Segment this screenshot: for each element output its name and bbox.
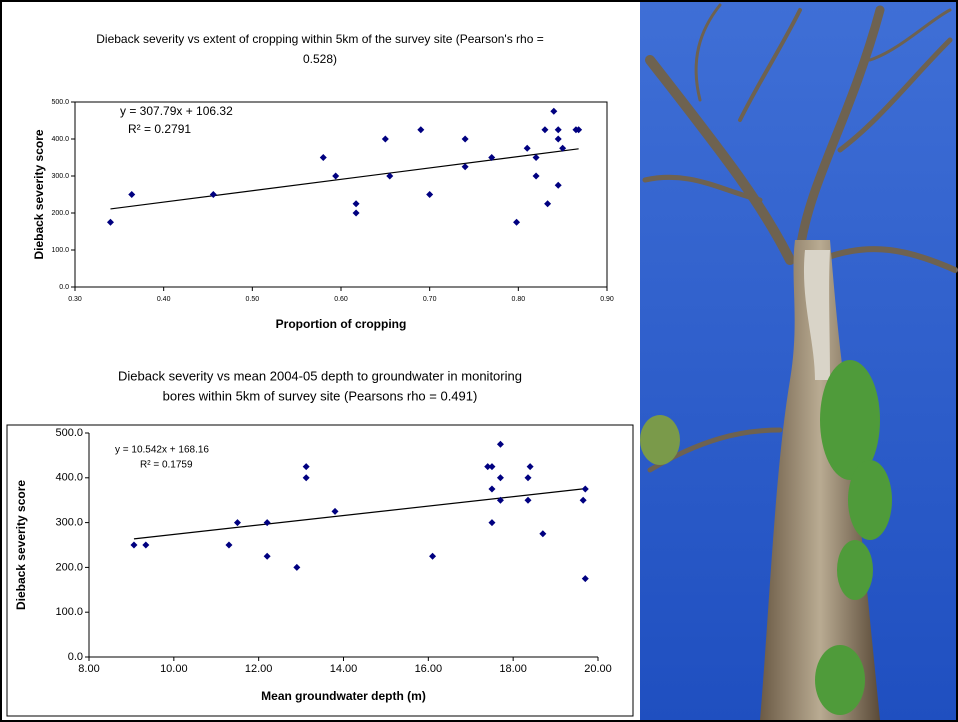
x-tick-label: 0.70 bbox=[423, 296, 437, 303]
y-tick-label: 0.0 bbox=[68, 651, 83, 663]
x-axis-label: Proportion of cropping bbox=[276, 317, 407, 331]
r-squared: R² = 0.2791 bbox=[128, 122, 191, 136]
y-axis-label: Dieback severity score bbox=[14, 480, 28, 610]
y-tick-label: 400.0 bbox=[55, 472, 83, 484]
x-tick-label: 18.00 bbox=[499, 663, 527, 675]
x-tick-label: 10.00 bbox=[160, 663, 188, 675]
chart-title: Dieback severity vs extent of cropping w… bbox=[96, 32, 544, 46]
r-squared: R² = 0.1759 bbox=[140, 460, 193, 471]
y-tick-label: 300.0 bbox=[51, 173, 69, 180]
chart-title: bores within 5km of survey site (Pearson… bbox=[163, 388, 478, 403]
tree-photo bbox=[640, 2, 956, 720]
x-tick-label: 8.00 bbox=[78, 663, 99, 675]
chart-title: 0.528) bbox=[303, 52, 337, 66]
x-tick-label: 0.80 bbox=[512, 296, 526, 303]
chart-title: Dieback severity vs mean 2004-05 depth t… bbox=[118, 368, 522, 383]
trendline-equation: y = 10.542x + 168.16 bbox=[115, 445, 209, 456]
x-tick-label: 20.00 bbox=[584, 663, 612, 675]
x-tick-label: 0.40 bbox=[157, 296, 171, 303]
y-axis-label: Dieback severity score bbox=[32, 129, 46, 259]
x-tick-label: 12.00 bbox=[245, 663, 273, 675]
x-tick-label: 0.50 bbox=[246, 296, 260, 303]
x-tick-label: 0.90 bbox=[600, 296, 614, 303]
y-tick-label: 200.0 bbox=[51, 210, 69, 217]
page: Dieback severity vs extent of cropping w… bbox=[0, 0, 958, 722]
y-tick-label: 300.0 bbox=[55, 517, 83, 529]
x-tick-label: 16.00 bbox=[415, 663, 443, 675]
y-tick-label: 0.0 bbox=[59, 284, 69, 291]
trendline-equation: y = 307.79x + 106.32 bbox=[120, 104, 233, 118]
y-tick-label: 200.0 bbox=[55, 561, 83, 573]
y-tick-label: 100.0 bbox=[51, 247, 69, 254]
slide: Dieback severity vs extent of cropping w… bbox=[0, 0, 958, 722]
x-tick-label: 14.00 bbox=[330, 663, 358, 675]
x-tick-label: 0.30 bbox=[68, 296, 82, 303]
x-axis-label: Mean groundwater depth (m) bbox=[261, 689, 426, 703]
y-tick-label: 500.0 bbox=[55, 427, 83, 439]
x-tick-label: 0.60 bbox=[334, 296, 348, 303]
y-tick-label: 500.0 bbox=[51, 99, 69, 106]
y-tick-label: 100.0 bbox=[55, 606, 83, 618]
y-tick-label: 400.0 bbox=[51, 136, 69, 143]
